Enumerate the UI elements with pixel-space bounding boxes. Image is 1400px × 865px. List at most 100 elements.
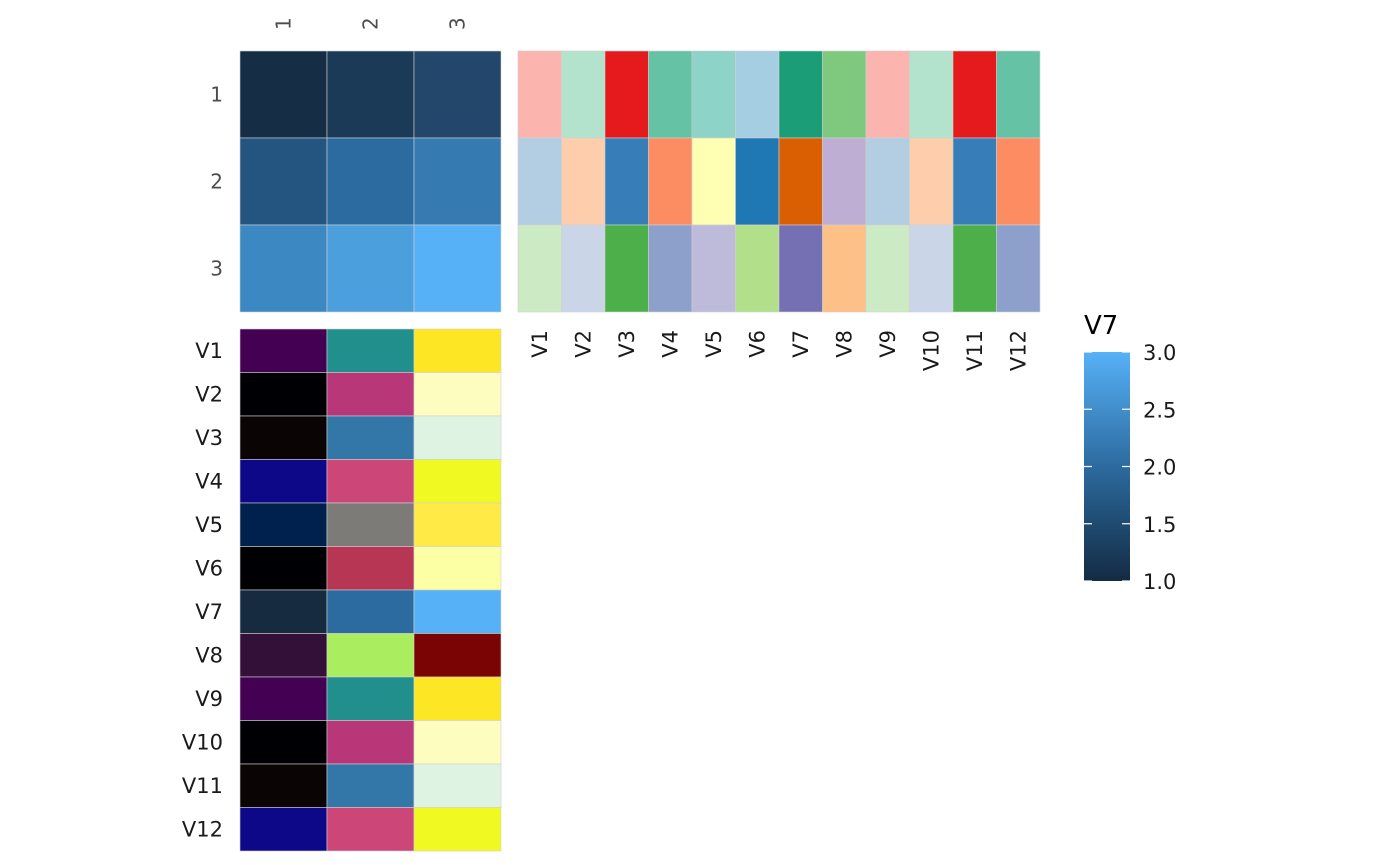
heatmap-cell [413,589,502,634]
heatmap-cell [648,50,693,139]
heatmap-cell [413,633,502,678]
legend-tick-label: 2.0 [1143,456,1176,480]
heatmap-cell [735,224,780,313]
color-legend: V7 3.0 2.5 2.0 1.5 1.0 [1084,311,1176,594]
heatmap-cell [326,328,415,373]
heatmap-cell [326,137,415,226]
column-tick-label: V12 [1006,330,1030,371]
heatmap-cell [561,224,606,313]
column-tick-label: V3 [615,330,639,358]
heatmap-cell [413,502,502,547]
row-tick-label: V3 [195,426,223,450]
column-tick-label: V11 [963,330,987,371]
heatmap-cell [413,372,502,417]
heatmap-cell [952,224,997,313]
column-tick-label: V9 [876,330,900,358]
heatmap-cell [865,224,910,313]
column-tick-label: V8 [832,330,856,358]
heatmap-cell [326,546,415,591]
heatmap-cell [413,807,502,852]
column-tick-label: V7 [789,330,813,358]
heatmap-cell [996,50,1041,139]
legend-tick-label: 2.5 [1143,398,1176,422]
row-tick-label: V10 [182,730,223,754]
heatmap-cell [239,676,328,721]
heatmap-panel-bottom-left: V1 V2 V3 V4 V5 V6 V7 V8 V9 V10 V11 V12 [182,328,502,852]
heatmap-cell [326,502,415,547]
heatmap-cell [648,224,693,313]
heatmap-cell [326,763,415,808]
heatmap-cell [413,50,502,139]
row-tick-label: V2 [195,382,223,406]
heatmap-cell [778,224,823,313]
column-tick-label: V1 [528,330,552,358]
legend-tick-label: 1.5 [1143,513,1176,537]
heatmap-cell [239,763,328,808]
column-tick-label: 3 [446,17,470,30]
heatmap-cell [326,372,415,417]
heatmap-cell [239,415,328,460]
heatmap-cell [239,50,328,139]
heatmap-cell [517,224,562,313]
row-tick-label: 1 [210,83,223,107]
row-tick-label: V6 [195,556,223,580]
legend-tick-label: 1.0 [1143,570,1176,594]
column-tick-label: V2 [571,330,595,358]
heatmap-cell [909,224,954,313]
row-tick-label: V7 [195,600,223,624]
heatmap-cell [413,224,502,313]
heatmap-panel-top-left: 1 2 3 1 2 3 [210,17,502,313]
row-tick-label: V5 [195,513,223,537]
heatmap-cell [413,720,502,765]
heatmap-cell [239,372,328,417]
heatmap-cell [413,763,502,808]
heatmap-cell [239,589,328,634]
heatmap-cell [413,415,502,460]
heatmap-cell [239,328,328,373]
row-tick-label: V9 [195,687,223,711]
row-tick-label: 2 [210,170,223,194]
heatmap-cell [691,137,736,226]
column-tick-label: V10 [919,330,943,371]
row-tick-label: V11 [182,774,223,798]
heatmap-cell [326,807,415,852]
heatmap-cell [561,50,606,139]
heatmap-cell [239,633,328,678]
row-tick-label: V1 [195,339,223,363]
heatmap-cell [239,459,328,504]
heatmap-cell [413,676,502,721]
heatmap-cell [239,720,328,765]
heatmap-cell [517,137,562,226]
column-tick-label: V5 [702,330,726,358]
legend-tick-label: 3.0 [1143,341,1176,365]
heatmap-cell [604,50,649,139]
heatmap-cell [239,224,328,313]
column-tick-label: 1 [272,17,296,30]
heatmap-cell [735,137,780,226]
heatmap-cell [996,137,1041,226]
heatmap-cell [822,224,867,313]
heatmap-cell [604,224,649,313]
heatmap-cell [326,459,415,504]
heatmap-cell [648,137,693,226]
heatmap-cell [239,546,328,591]
heatmap-cell [326,50,415,139]
row-tick-label: V4 [195,469,223,493]
heatmap-cell [326,224,415,313]
heatmap-cell [239,137,328,226]
heatmap-cell [604,137,649,226]
heatmap-cell [239,502,328,547]
column-tick-label: 2 [359,17,383,30]
heatmap-cell [326,589,415,634]
heatmap-cell [413,137,502,226]
heatmap-cell [691,224,736,313]
heatmap-cell [952,137,997,226]
column-tick-label: V4 [658,330,682,358]
heatmap-cell [413,328,502,373]
heatmap-cell [326,720,415,765]
heatmap-cell [822,137,867,226]
heatmap-cell [326,633,415,678]
column-tick-label: V6 [745,330,769,358]
heatmap-cell [691,50,736,139]
heatmap-cell [413,459,502,504]
